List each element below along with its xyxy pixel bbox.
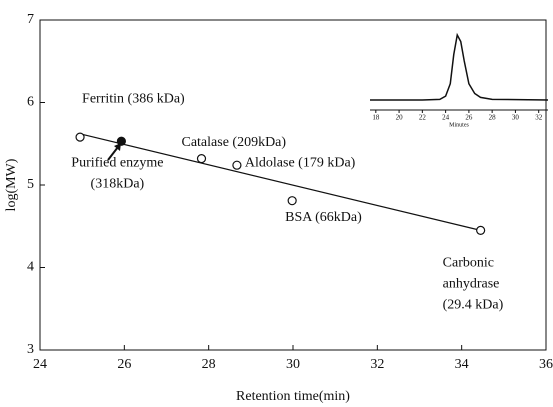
- point-label: Catalase (209kDa): [181, 135, 286, 150]
- x-tick-label: 24: [33, 357, 47, 372]
- fit-line: [79, 133, 481, 231]
- x-tick-label: 26: [117, 357, 131, 372]
- y-tick-label: 3: [27, 342, 34, 357]
- data-point: [476, 225, 486, 235]
- point-label: anhydrase: [443, 277, 500, 292]
- inset-x-tick-label: 28: [489, 114, 497, 122]
- point-label: Carbonic: [443, 256, 494, 271]
- data-point: [232, 160, 242, 170]
- inset-x-tick-label: 30: [512, 114, 520, 122]
- x-tick-label: 34: [455, 357, 469, 372]
- x-axis-title: Retention time(min): [236, 389, 350, 404]
- inset-x-tick-label: 18: [372, 114, 380, 122]
- point-label: Ferritin (386 kDa): [82, 91, 185, 106]
- data-point: [287, 196, 297, 206]
- inset-x-tick-label: 32: [535, 114, 543, 122]
- point-label: (29.4 kDa): [443, 298, 504, 313]
- x-tick-label: 32: [370, 357, 384, 372]
- inset-x-axis-title: Minutes: [449, 122, 469, 128]
- inset-x-tick-label: 26: [465, 114, 473, 122]
- x-tick-label: 36: [539, 357, 553, 372]
- x-tick-label: 28: [202, 357, 216, 372]
- inset-x-tick-label: 22: [419, 114, 427, 122]
- x-tick-label: 30: [286, 357, 300, 372]
- point-label: BSA (66kDa): [285, 210, 362, 225]
- arrow: [107, 146, 119, 161]
- inset-x-tick-label: 24: [442, 114, 450, 122]
- data-point: [196, 154, 207, 164]
- point-label: (318kDa): [91, 176, 145, 191]
- y-axis-title: log(MW): [4, 158, 19, 211]
- inset-trace: [370, 32, 549, 101]
- point-label: Aldolase (179 kDa): [245, 155, 356, 170]
- y-tick-label: 5: [27, 177, 34, 192]
- data-point: [75, 132, 85, 142]
- y-tick-label: 6: [27, 95, 34, 110]
- point-label: Purified enzyme: [71, 155, 163, 170]
- y-tick-label: 7: [27, 12, 34, 27]
- y-tick-label: 4: [27, 260, 34, 275]
- inset-x-tick-label: 20: [396, 114, 404, 122]
- data-point: [116, 136, 126, 146]
